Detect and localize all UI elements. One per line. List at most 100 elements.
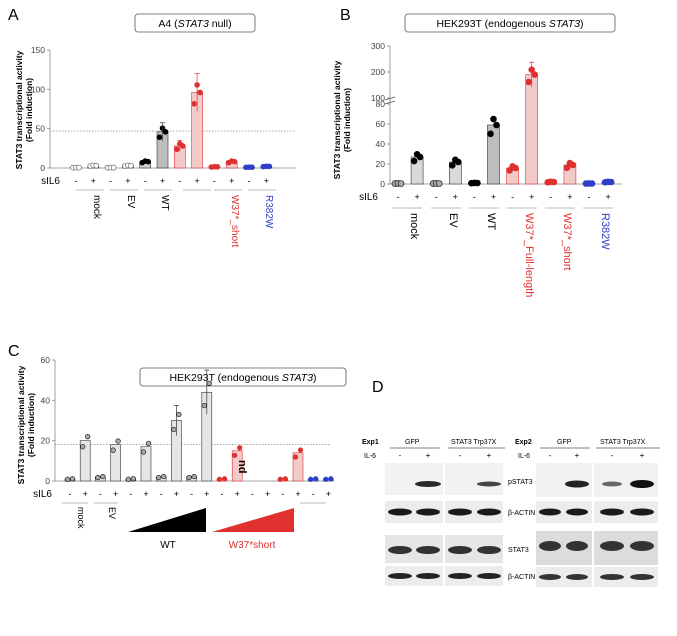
- data-point: [214, 164, 221, 170]
- data-point: [448, 162, 456, 169]
- band-exp2-actin-1: [539, 508, 561, 516]
- blot-exp1-actin2-mut: [445, 566, 503, 586]
- y-axis-label: STAT3 transcriptional activity: [14, 50, 24, 169]
- blot-exp1-il6: IL-6: [364, 453, 376, 460]
- sil6-plus-sign: +: [125, 176, 130, 186]
- y-tick-label: 50: [36, 124, 46, 134]
- group-label: EV: [107, 507, 117, 519]
- group-label: mock: [76, 507, 86, 529]
- y-tick-label: 60: [376, 119, 386, 129]
- group-label: mock: [91, 195, 102, 220]
- panel-d-blot: Exp1 Exp2 GFP STAT3 Trp37X GFP STAT3 Trp…: [362, 439, 660, 587]
- blot-exp1-label: Exp1: [362, 439, 379, 446]
- chart-title-part: STAT3: [549, 18, 580, 30]
- data-point: [328, 476, 334, 482]
- sil6-minus-sign: -: [178, 176, 181, 186]
- data-point: [191, 101, 197, 107]
- data-point: [282, 476, 288, 482]
- data-point: [80, 444, 86, 450]
- bar: [110, 444, 121, 482]
- panel-b-chart: HEK293T (endogenous STAT3) STAT3 transcri…: [332, 13, 622, 297]
- band-exp2-stat3-2: [566, 541, 588, 551]
- sil6-minus-sign: -: [109, 176, 112, 186]
- data-point: [410, 157, 418, 165]
- sil6-minus-sign: -: [549, 192, 552, 202]
- data-point: [115, 438, 121, 444]
- blot-exp2-actin2-mut: [594, 567, 658, 587]
- data-point: [140, 449, 147, 455]
- data-point: [237, 445, 243, 451]
- sil6-minus-sign: -: [473, 192, 476, 202]
- group-label: W37*_short: [229, 195, 240, 247]
- group-label: EV: [125, 195, 136, 209]
- blot-il6-sign: -: [611, 451, 614, 460]
- band-exp1-actin2-2: [416, 573, 440, 579]
- sil6-minus-sign: -: [312, 489, 315, 499]
- blot-exp2-actin-mut: [594, 501, 658, 523]
- blot-exp1-pstat3-gfp: [385, 463, 443, 495]
- band-exp1-stat3-2: [416, 546, 440, 554]
- band-exp1-actin2-4: [477, 573, 501, 579]
- y-tick-label: 0: [40, 163, 45, 173]
- sil6-plus-sign: +: [235, 489, 240, 499]
- y-axis-label: STAT3 transcriptional activity: [16, 365, 26, 484]
- blot-exp1-actin-mut: [445, 501, 503, 523]
- data-point: [490, 115, 497, 123]
- y-axis-label: STAT3 transcriptional activity: [332, 60, 342, 179]
- y-tick-label: 80: [376, 99, 386, 109]
- y-tick-label: 100: [31, 84, 45, 94]
- sil6-minus-sign: -: [69, 489, 72, 499]
- sil6-minus-sign: -: [160, 489, 163, 499]
- band-exp2-actin2-2: [566, 574, 588, 580]
- data-point: [474, 179, 481, 187]
- chart-title-part: ): [313, 372, 317, 384]
- sil6-plus-sign: +: [83, 489, 88, 499]
- data-point: [493, 121, 500, 129]
- sil6-minus-sign: -: [588, 192, 591, 202]
- group-label: W37*_short: [561, 213, 573, 270]
- y-tick-label: 40: [41, 395, 51, 405]
- blot-exp2-label: Exp2: [515, 439, 532, 446]
- data-point: [297, 447, 304, 453]
- band-exp2-pstat3-mut-minus: [602, 481, 622, 487]
- group-label: W37*_Full-length: [523, 213, 535, 297]
- data-point: [180, 143, 186, 149]
- data-point: [128, 162, 134, 169]
- band-exp2-actin-3: [600, 508, 624, 516]
- sil6-plus-sign: +: [174, 489, 179, 499]
- band-exp1-stat3-1: [388, 546, 412, 554]
- panel-letter-b: B: [340, 7, 351, 24]
- chart-title-box: [139, 367, 347, 387]
- band-exp2-pstat3-mut-plus: [630, 480, 654, 488]
- chart-title: HEK293T (endogenous STAT3): [436, 18, 583, 30]
- wt-dose-wedge: [128, 508, 206, 532]
- band-exp2-actin2-3: [600, 574, 624, 580]
- data-point: [563, 164, 571, 172]
- sil6-minus-sign: -: [213, 176, 216, 186]
- sil6-plus-sign: +: [113, 489, 118, 499]
- bar: [79, 440, 91, 482]
- group-label: EV: [447, 213, 459, 228]
- y-tick-label: 100: [371, 93, 385, 103]
- data-point: [607, 178, 615, 186]
- sil6-plus-sign: +: [295, 489, 300, 499]
- band-exp2-pstat3-gfp-plus: [565, 480, 589, 488]
- w37-dose-wedge: [212, 508, 294, 532]
- sil6-minus-sign: -: [281, 489, 284, 499]
- chart-title-part: STAT3: [282, 372, 313, 384]
- blot-il6-sign: -: [549, 451, 552, 460]
- data-point: [64, 476, 71, 482]
- band-exp2-actin-4: [630, 508, 654, 516]
- sil6-minus-sign: -: [397, 192, 400, 202]
- chart-title: A4 (STAT3 null): [158, 18, 231, 30]
- blot-exp1-actin2-gfp: [385, 566, 443, 586]
- data-point: [531, 71, 539, 78]
- sil6-minus-sign: -: [435, 192, 438, 202]
- blot-il6-sign: +: [640, 451, 645, 460]
- group-label: R382W: [263, 195, 274, 229]
- data-point: [216, 476, 223, 482]
- blot-il6-sign: +: [426, 451, 431, 460]
- blot-exp1-actin-label: β-ACTIN: [508, 510, 535, 517]
- data-point: [487, 130, 494, 138]
- data-point: [292, 454, 299, 460]
